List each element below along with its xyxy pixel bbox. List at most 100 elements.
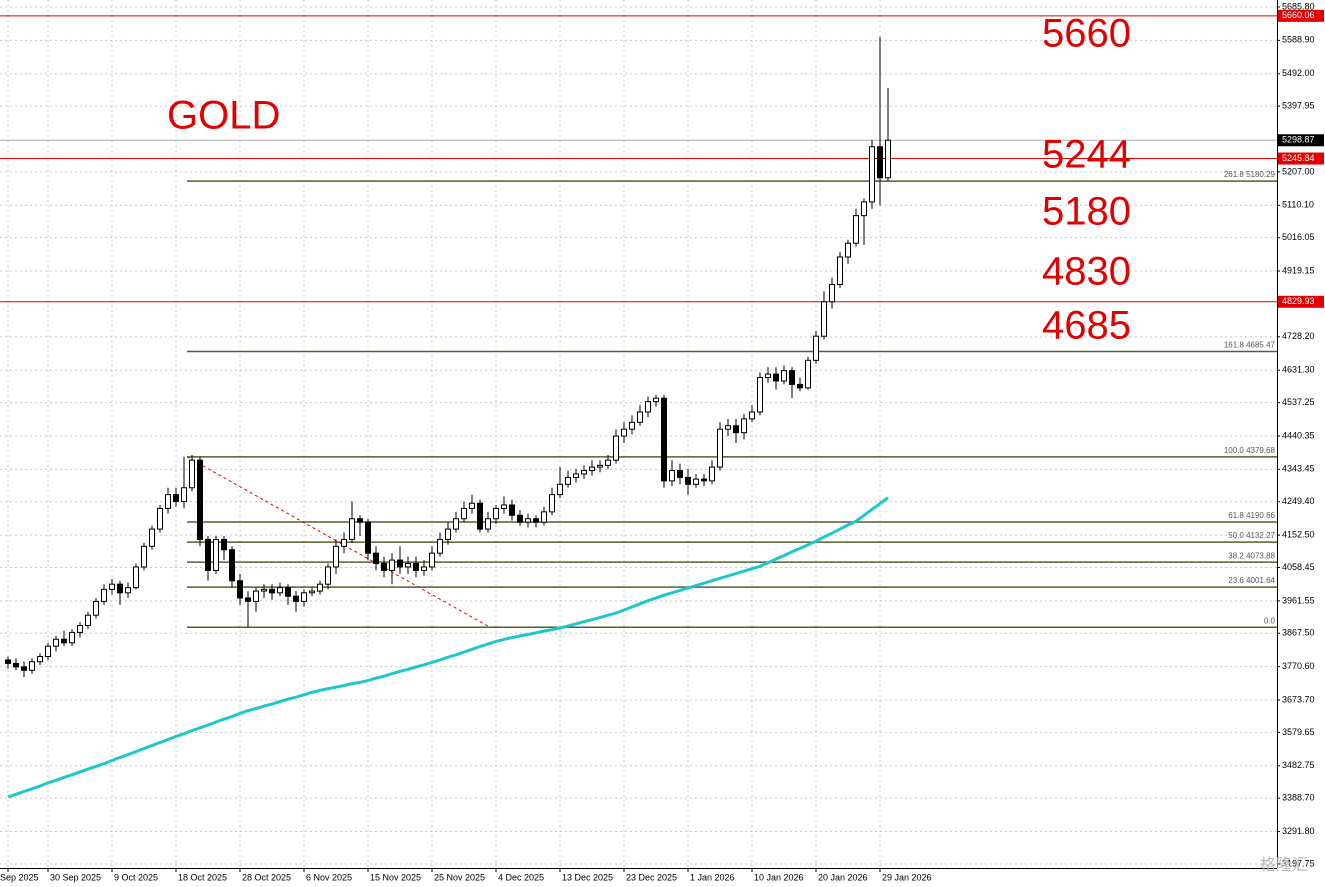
x-tick-label: 4 Dec 2025 (498, 872, 544, 882)
candle-body (525, 518, 531, 523)
y-tick-label: 3961.55 (1282, 595, 1315, 605)
candle-body (309, 590, 315, 594)
candle-body (373, 552, 379, 565)
candle-body (285, 587, 291, 597)
candle-body (117, 583, 123, 594)
candle-body (325, 566, 331, 585)
candle-body (701, 478, 707, 482)
candle-body (813, 335, 819, 361)
candle-body (133, 566, 139, 589)
candle-body (109, 583, 115, 590)
candle-body (557, 483, 563, 496)
y-tick-label: 5685.80 (1282, 1, 1315, 11)
candle-body (261, 588, 267, 592)
candle-body (445, 528, 451, 540)
y-tick-label: 3388.70 (1282, 793, 1315, 803)
candle-body (573, 473, 579, 478)
candle-body (301, 592, 307, 602)
x-tick-label: 18 Oct 2025 (178, 872, 227, 882)
current-price-box (1278, 134, 1324, 147)
candle-body (197, 459, 203, 540)
symbol-label: GOLD (167, 94, 280, 138)
y-tick-label: 3770.60 (1282, 661, 1315, 671)
candle-body (5, 659, 11, 664)
candle-body (781, 370, 787, 382)
candle-body (765, 373, 771, 379)
candle-body (685, 476, 691, 485)
level-price-label: 4829.93 (1282, 296, 1315, 306)
candle-body (165, 494, 171, 509)
candle-body (221, 538, 227, 551)
fib-label: 23.6 4001.64 (1228, 576, 1275, 585)
level-price-box (1278, 9, 1324, 22)
candle-body (709, 466, 715, 482)
candle-body (805, 359, 811, 389)
candle-body (61, 638, 67, 644)
candle-body (397, 559, 403, 568)
candle-body (421, 566, 427, 571)
x-tick-label: 9 Oct 2025 (114, 872, 158, 882)
candle-body (77, 625, 83, 633)
candle-body (485, 518, 491, 530)
candle-body (189, 459, 195, 489)
candle-body (229, 549, 235, 582)
candle-body (541, 511, 547, 523)
candle-body (125, 587, 131, 594)
candle-body (181, 487, 187, 503)
candle-body (341, 538, 347, 547)
candle-body (837, 256, 843, 286)
candle-body (453, 518, 459, 530)
x-tick-label: 6 Nov 2025 (306, 872, 352, 882)
candle-body (269, 588, 275, 594)
candle-body (349, 518, 355, 540)
y-tick-label: 3482.75 (1282, 760, 1315, 770)
candle-body (645, 401, 651, 413)
candle-body (565, 476, 571, 485)
candle-body (549, 494, 555, 513)
x-tick-label: Sep 2025 (0, 872, 39, 882)
fib-label: 38.2 4073.88 (1228, 551, 1275, 560)
fib-label: 0.0 (1264, 616, 1276, 625)
candle-body (45, 645, 51, 658)
candle-body (821, 301, 827, 337)
moving-average (7, 496, 889, 799)
fib-trendline (186, 456, 491, 628)
candle-body (469, 502, 475, 509)
candle-body (37, 656, 43, 663)
candle-body (277, 587, 283, 594)
level-annotation: 4830 (1042, 250, 1131, 294)
candle-body (853, 215, 859, 244)
level-annotation: 5660 (1042, 12, 1131, 56)
candle-body (757, 377, 763, 413)
candle-body (69, 631, 75, 644)
candle-body (357, 518, 363, 523)
level-price-label: 5245.84 (1282, 153, 1315, 163)
y-tick-label: 4152.50 (1282, 529, 1315, 539)
candle-body (213, 538, 219, 571)
candle-body (253, 590, 259, 602)
candle-body (429, 552, 435, 568)
x-tick-label: 15 Nov 2025 (370, 872, 421, 882)
y-tick-label: 4728.20 (1282, 331, 1315, 341)
y-tick-label: 3291.80 (1282, 826, 1315, 836)
candle-body (829, 284, 835, 303)
candle-body (605, 459, 611, 466)
y-tick-label: 4631.30 (1282, 365, 1315, 375)
y-tick-label: 4919.15 (1282, 265, 1315, 275)
y-tick-label: 3867.50 (1282, 628, 1315, 638)
fib-label: 50.0 4132.27 (1228, 531, 1275, 540)
candle-body (749, 411, 755, 420)
candle-body (885, 139, 891, 179)
candle-body (629, 421, 635, 430)
candle-body (677, 470, 683, 478)
candle-body (621, 428, 627, 437)
candle-body (413, 563, 419, 571)
candle-body (333, 545, 339, 568)
watermark: 格隆汇 (1260, 856, 1308, 874)
y-tick-label: 5588.90 (1282, 35, 1315, 45)
candle-body (877, 146, 883, 179)
x-tick-label: 20 Jan 2026 (818, 872, 868, 882)
x-tick-label: 23 Dec 2025 (626, 872, 677, 882)
fib-label: 61.8 4190.66 (1228, 511, 1275, 520)
